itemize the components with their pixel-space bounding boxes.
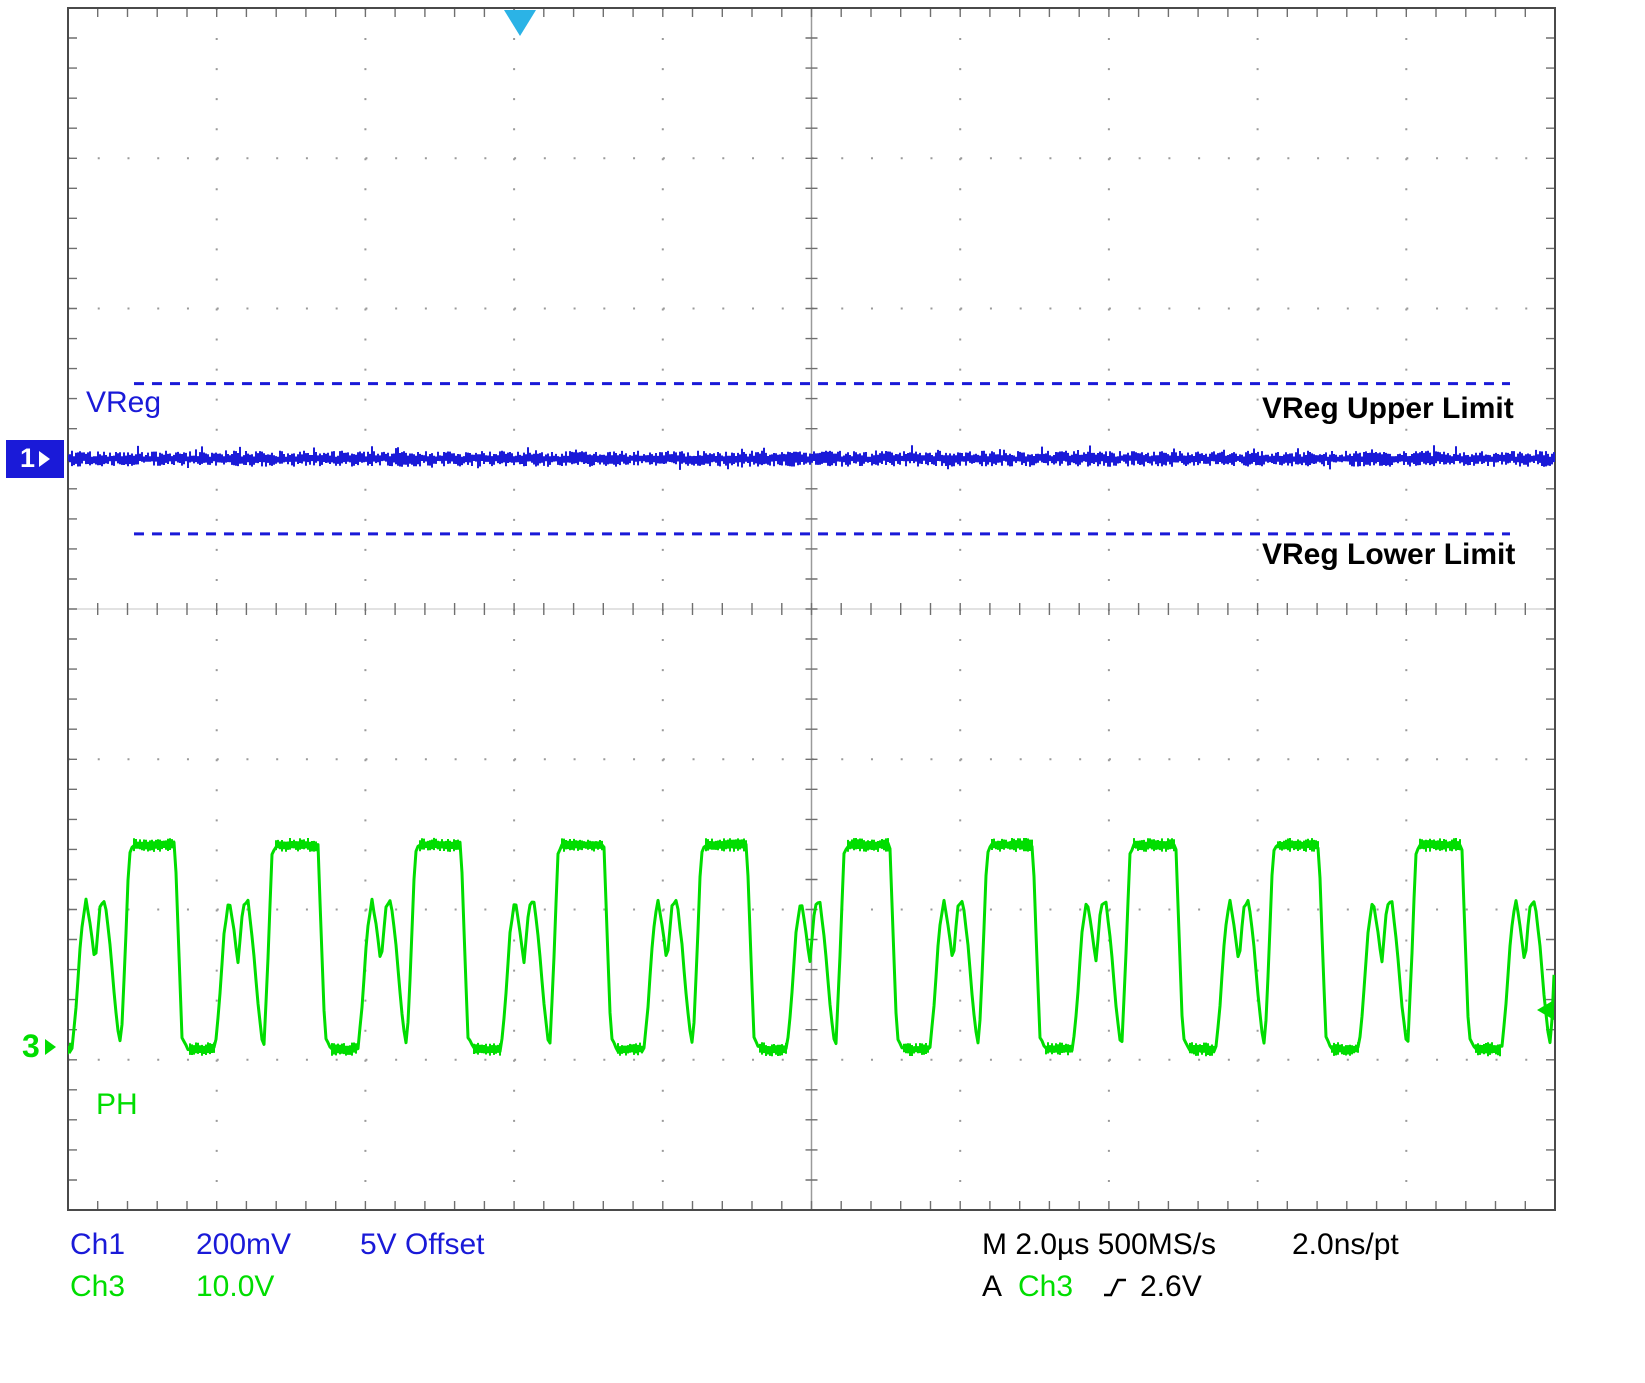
- timebase-readout: M 2.0µs 500MS/s: [982, 1228, 1217, 1261]
- ch1-name: Ch1: [70, 1228, 126, 1261]
- ch1-marker-label: 1: [19, 443, 36, 474]
- ch3-marker-label: 3: [22, 1028, 40, 1065]
- resolution-readout: 2.0ns/pt: [1292, 1228, 1399, 1261]
- ch1-scale: 200mV: [196, 1228, 292, 1261]
- trigger-level-marker: [1537, 1000, 1554, 1021]
- vreg-lower-limit-label: VReg Lower Limit: [1262, 538, 1516, 571]
- rising-slope-icon: [1104, 1278, 1126, 1297]
- ch1-marker-arrow-icon: [39, 450, 51, 467]
- ch1-marker: 1: [6, 439, 64, 478]
- trigger-source: Ch3: [1018, 1270, 1074, 1303]
- trigger-mode: A: [982, 1270, 1003, 1303]
- ch3-marker: 3: [22, 1028, 56, 1065]
- ch3-marker-arrow-icon: [44, 1038, 56, 1055]
- ch1-offset: 5V Offset: [360, 1228, 485, 1261]
- trigger-position-marker: [504, 10, 537, 36]
- ch3-name: Ch3: [70, 1270, 126, 1303]
- ch3-scale: 10.0V: [196, 1270, 275, 1303]
- trigger-level-readout: 2.6V: [1140, 1270, 1202, 1303]
- ph-trace-label: PH: [96, 1088, 138, 1121]
- vreg-trace-label: VReg: [86, 386, 162, 419]
- vreg-upper-limit-label: VReg Upper Limit: [1262, 392, 1514, 425]
